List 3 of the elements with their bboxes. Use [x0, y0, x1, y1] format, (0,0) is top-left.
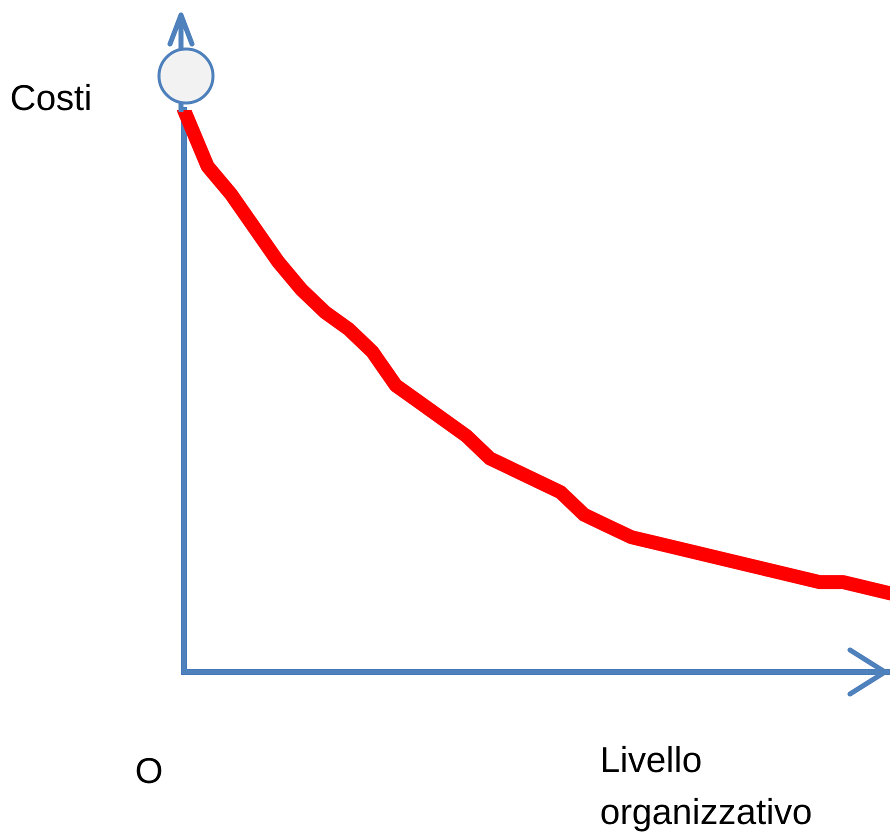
x-axis-title: Livello organizzativo — [600, 738, 812, 834]
text: O — [135, 749, 164, 793]
y-axis-title: Costi — [10, 76, 92, 120]
